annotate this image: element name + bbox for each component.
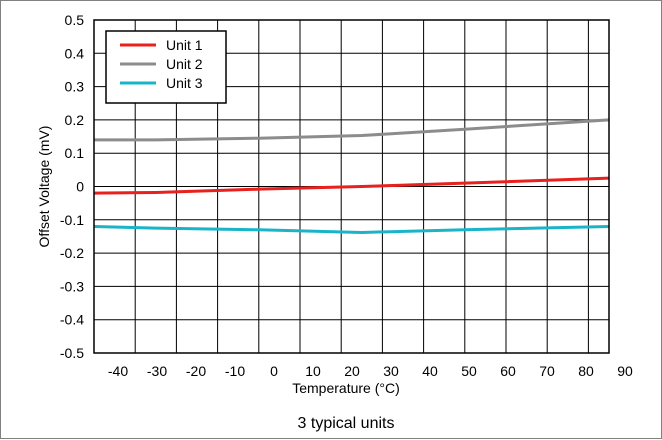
y-tick-label: 0.3 bbox=[65, 79, 85, 95]
series-lines bbox=[93, 118, 610, 234]
x-tick-label: -30 bbox=[147, 363, 167, 379]
y-tick-label: -0.3 bbox=[60, 278, 84, 294]
x-axis-label: Temperature (°C) bbox=[292, 380, 400, 396]
x-tick-label: 10 bbox=[305, 363, 321, 379]
series-line-unit-3 bbox=[93, 224, 610, 234]
x-tick-label: 80 bbox=[578, 363, 594, 379]
legend-label: Unit 1 bbox=[166, 37, 203, 53]
y-tick-label: 0.2 bbox=[65, 112, 85, 128]
x-tick-label: 70 bbox=[539, 363, 555, 379]
x-tick-label: 0 bbox=[270, 363, 278, 379]
y-tick-label: -0.4 bbox=[60, 312, 84, 328]
x-tick-label: 50 bbox=[461, 363, 477, 379]
x-tick-label: 60 bbox=[500, 363, 516, 379]
legend-label: Unit 3 bbox=[166, 75, 203, 91]
y-tick-label: 0 bbox=[76, 179, 84, 195]
legend-box bbox=[105, 30, 227, 104]
x-tick-label: 90 bbox=[617, 363, 633, 379]
x-tick-label: 40 bbox=[422, 363, 438, 379]
x-tick-label: -10 bbox=[225, 363, 245, 379]
x-tick-label: 30 bbox=[383, 363, 399, 379]
series-line-unit-1 bbox=[93, 176, 610, 195]
x-tick-label: 20 bbox=[344, 363, 360, 379]
x-tick-labels: -40 -30 -20 -10 0 10 20 30 40 50 60 70 80 90 bbox=[108, 363, 633, 379]
y-tick-label: 0.1 bbox=[65, 145, 85, 161]
series-line-unit-2 bbox=[94, 118, 610, 142]
y-axis-label: Offset Voltage (mV) bbox=[36, 126, 52, 248]
x-tick-label: -20 bbox=[186, 363, 206, 379]
y-tick-label: -0.2 bbox=[60, 245, 84, 261]
y-tick-label: -0.5 bbox=[60, 345, 84, 361]
plot-area-border bbox=[93, 19, 610, 354]
chart-caption: 3 typical units bbox=[298, 415, 395, 432]
x-tick-label: -40 bbox=[108, 363, 128, 379]
y-tick-labels: 0.5 0.4 0.3 0.2 0.1 0 -0.1 -0.2 -0.3 -0.4 -0.5 bbox=[60, 12, 84, 361]
y-tick-label: 0.4 bbox=[65, 45, 85, 61]
y-tick-label: 0.5 bbox=[65, 12, 85, 28]
y-tick-label: -0.1 bbox=[60, 212, 84, 228]
legend-label: Unit 2 bbox=[166, 56, 203, 72]
legend: Unit 1 Unit 2 Unit 3 bbox=[105, 30, 227, 104]
